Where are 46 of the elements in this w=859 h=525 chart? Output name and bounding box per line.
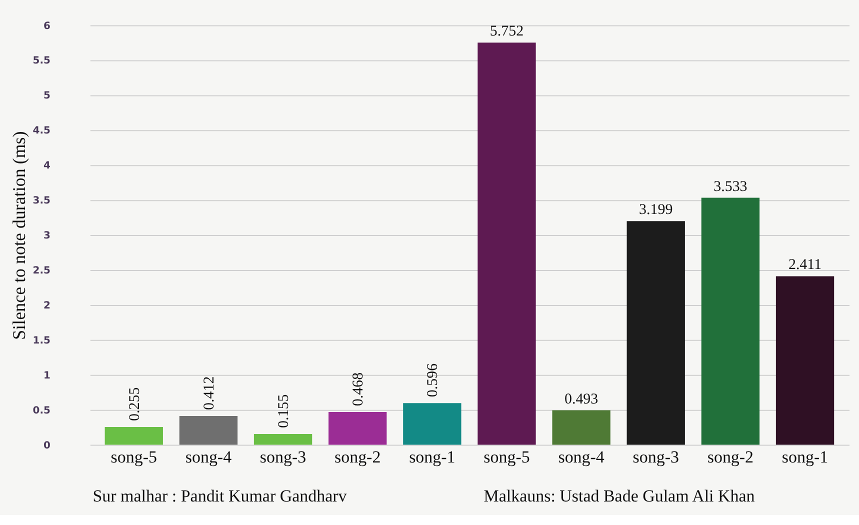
text: Sur malhar : Pandit Kumar Gandharv	[92, 486, 348, 506]
y-tick-label: 5	[44, 90, 51, 102]
bar	[478, 42, 536, 445]
bar	[701, 198, 760, 445]
y-tick-label: 0	[44, 440, 51, 452]
bar	[179, 416, 238, 445]
x-tick-label: song-3	[260, 447, 306, 466]
y-tick-label: 3	[44, 230, 51, 242]
bar	[328, 412, 387, 445]
data-label: 2.411	[788, 257, 822, 274]
bar	[104, 426, 163, 445]
y-tick-label: 5.5	[32, 56, 50, 67]
text: Malkauns: Ustad Bade Gulam Ali Khan	[484, 486, 756, 506]
y-tick-label: 2	[44, 300, 51, 312]
data-label: 0.468	[350, 372, 367, 406]
data-label: 3.199	[639, 202, 673, 218]
bar	[254, 434, 312, 445]
data-label: 5.752	[490, 24, 524, 40]
data-label: 0.493	[564, 391, 598, 408]
x-tick-label: song-5	[484, 447, 530, 466]
bar	[626, 221, 685, 445]
data-label: 3.533	[714, 178, 748, 195]
bar	[403, 403, 462, 445]
bar	[552, 410, 610, 445]
x-tick-label: song-5	[110, 447, 157, 466]
data-label: 0.155	[276, 394, 292, 428]
y-tick-label: 1.5	[32, 335, 50, 346]
x-tick-label: song-1	[782, 447, 828, 466]
x-tick-label: song-2	[334, 447, 381, 466]
x-tick-label: song-4	[185, 447, 232, 466]
x-tick-label: song-1	[409, 447, 456, 466]
y-tick-label: 0.5	[32, 405, 50, 416]
y-tick-label: 2.5	[32, 265, 50, 276]
y-tick-label: 6	[44, 20, 51, 32]
x-tick-label: song-4	[558, 447, 605, 466]
bar	[776, 276, 834, 445]
data-label: 0.596	[425, 362, 442, 398]
data-label: 0.255	[126, 387, 143, 421]
y-tick-label: 1	[44, 370, 51, 382]
x-tick-label: song-2	[707, 447, 754, 466]
y-axis-title: Silence to note duration (ms)	[8, 131, 29, 340]
data-label: 0.412	[201, 376, 218, 410]
x-tick-label: song-3	[632, 447, 679, 466]
y-tick-label: 4.5	[32, 126, 50, 137]
y-tick-label: 4	[44, 160, 51, 172]
y-tick-label: 3.5	[32, 196, 50, 207]
